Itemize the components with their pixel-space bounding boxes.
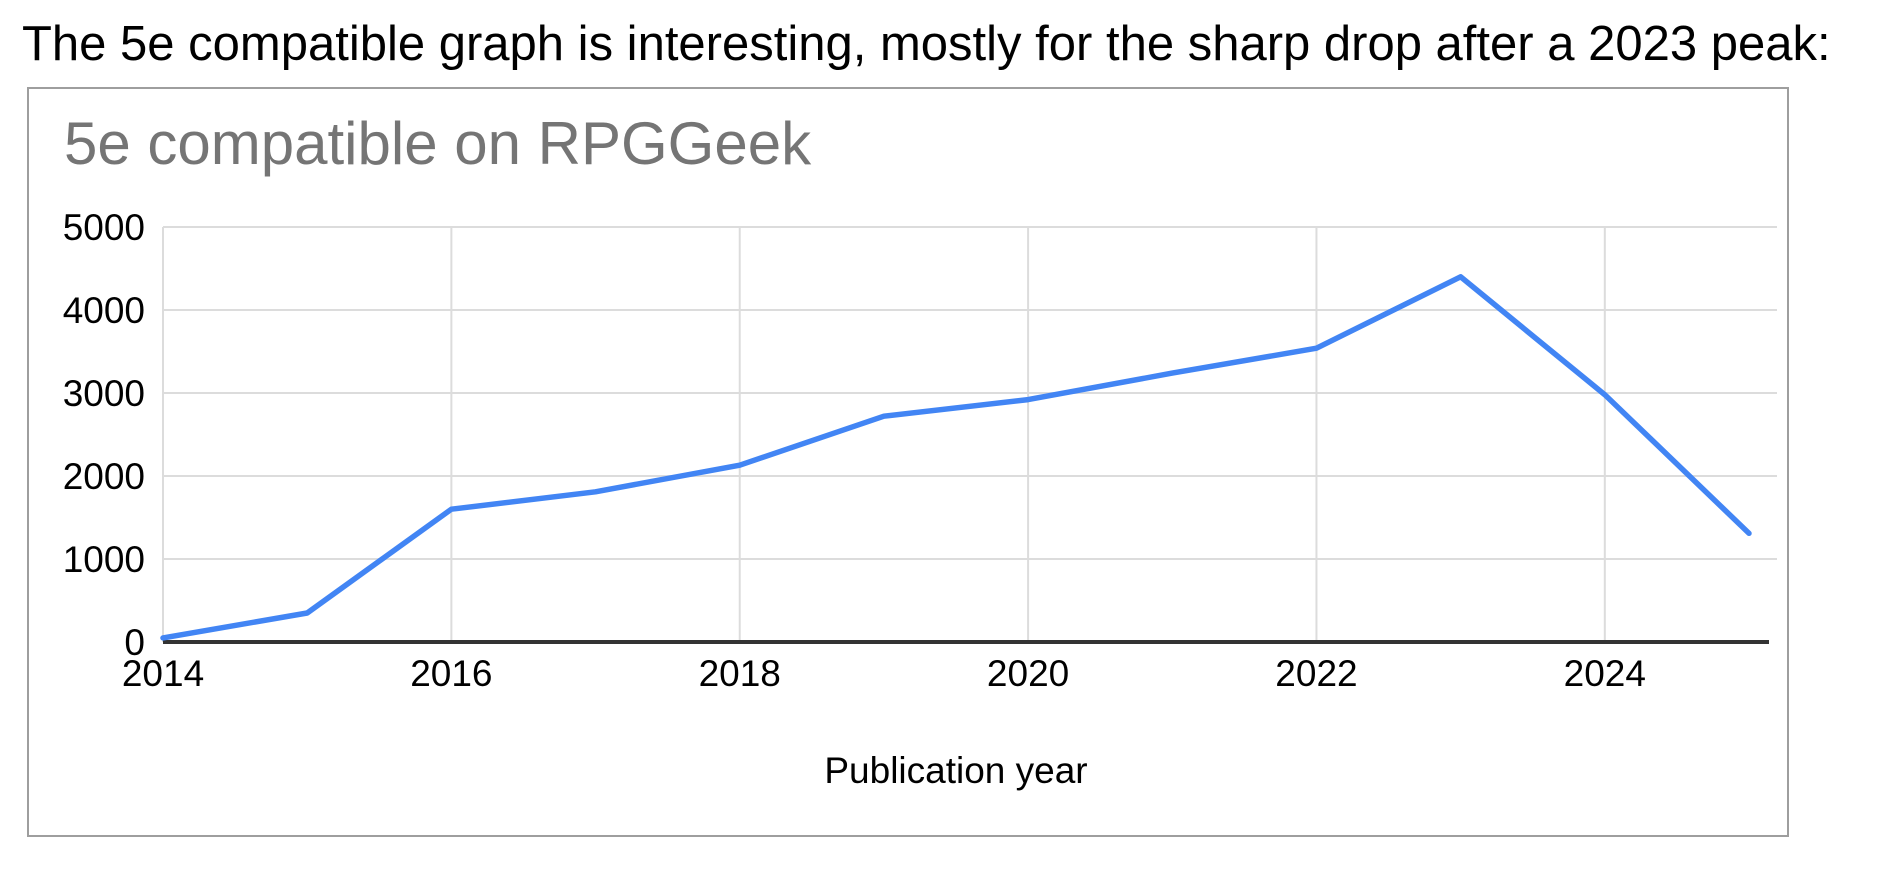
- x-tick-label: 2018: [699, 653, 781, 694]
- y-tick-label: 4000: [63, 290, 145, 331]
- x-tick-label: 2016: [410, 653, 492, 694]
- y-tick-label: 0: [124, 622, 145, 663]
- x-tick-label: 2014: [122, 653, 204, 694]
- x-axis-title: Publication year: [824, 750, 1087, 791]
- x-tick-label: 2020: [987, 653, 1069, 694]
- chart-title: 5e compatible on RPGGeek: [64, 110, 812, 177]
- line-chart: 0 1000 2000 3000 4000 5000 2014 2016 2018 2020 202…: [63, 207, 1777, 791]
- y-tick-label: 5000: [63, 207, 145, 248]
- x-tick-label: 2022: [1275, 653, 1357, 694]
- series-line: [160, 274, 1752, 641]
- x-tick-label: 2024: [1564, 653, 1646, 694]
- y-tick-label: 2000: [63, 456, 145, 497]
- y-tick-label: 3000: [63, 373, 145, 414]
- y-tick-label: 1000: [63, 539, 145, 580]
- page-caption: The 5e compatible graph is interesting, …: [22, 17, 1831, 71]
- chart-card: 0 1000 2000 3000 4000 5000 2014 2016 2018 2020 202…: [27, 87, 1789, 837]
